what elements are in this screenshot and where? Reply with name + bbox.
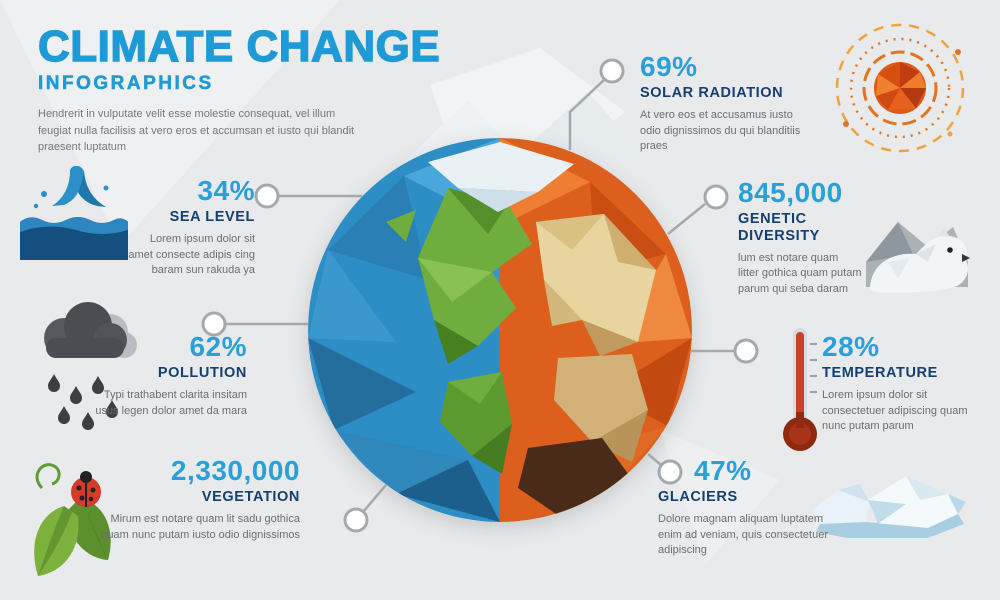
sea-level-label: SEA LEVEL bbox=[169, 209, 255, 226]
sea-level-value: 34% bbox=[197, 175, 255, 206]
polar-bear-icon bbox=[858, 192, 973, 314]
stat-sea-level: 34% SEA LEVEL Lorem ipsum dolor sit amet… bbox=[105, 176, 255, 279]
glaciers-value: 47% bbox=[694, 455, 752, 486]
sea-level-description: Lorem ipsum dolor sit amet consecte adip… bbox=[128, 233, 255, 277]
glaciers-label: GLACIERS bbox=[658, 489, 738, 506]
stat-temperature: 28% TEMPERATURE Lorem ipsum dolor sit co… bbox=[822, 332, 982, 435]
stat-vegetation: 2,330,000 VEGETATION Mirum est notare qu… bbox=[100, 456, 300, 543]
header: CLIMATE CHANGE INFOGRAPHICS Hendrerit in… bbox=[37, 22, 441, 156]
pollution-description: Typi trathabent clarita insitam usus leg… bbox=[95, 389, 247, 417]
solar-radiation-description: At vero eos et accusamus iusto odio dign… bbox=[640, 109, 801, 153]
glaciers-description: Dolore magnam aliquam luptatem enim ad v… bbox=[658, 513, 828, 557]
stat-glaciers: 47% GLACIERS Dolore magnam aliquam lupta… bbox=[658, 456, 833, 559]
temperature-value: 28% bbox=[822, 331, 880, 362]
genetic-diversity-value: 845,000 bbox=[738, 177, 843, 208]
vegetation-value: 2,330,000 bbox=[170, 455, 300, 486]
sun-icon bbox=[828, 12, 968, 164]
temperature-label: TEMPERATURE bbox=[822, 365, 938, 382]
stat-pollution: 62% POLLUTION Typi trathabent clarita in… bbox=[95, 332, 247, 419]
genetic-diversity-label: GENETIC DIVERSITY bbox=[738, 211, 820, 245]
genetic-diversity-description: lum est notare quam litter gothica quam … bbox=[738, 251, 862, 295]
whale-icon bbox=[18, 166, 130, 268]
intro-paragraph: Hendrerit in vulputate velit esse molest… bbox=[38, 108, 355, 154]
page-title: CLIMATE CHANGE bbox=[37, 22, 441, 71]
temperature-description: Lorem ipsum dolor sit consectetuer adipi… bbox=[822, 389, 968, 433]
rain-cloud-icon bbox=[30, 300, 142, 435]
stat-genetic-diversity: 845,000 GENETIC DIVERSITY lum est notare… bbox=[738, 178, 862, 298]
thermometer-icon bbox=[780, 322, 820, 458]
solar-radiation-label: SOLAR RADIATION bbox=[640, 85, 784, 102]
stat-solar-radiation: 69% SOLAR RADIATION At vero eos et accus… bbox=[640, 52, 805, 155]
vegetation-label: VEGETATION bbox=[201, 489, 300, 506]
iceberg-icon bbox=[808, 450, 970, 542]
solar-radiation-value: 69% bbox=[640, 51, 698, 82]
vegetation-description: Mirum est notare quam lit sadu gothica q… bbox=[101, 513, 300, 541]
earth-globe-illustration bbox=[308, 138, 692, 522]
leaf-ladybug-icon bbox=[20, 448, 128, 590]
pollution-value: 62% bbox=[189, 331, 247, 362]
page-subtitle: INFOGRAPHICS bbox=[38, 73, 214, 95]
pollution-label: POLLUTION bbox=[157, 365, 247, 382]
